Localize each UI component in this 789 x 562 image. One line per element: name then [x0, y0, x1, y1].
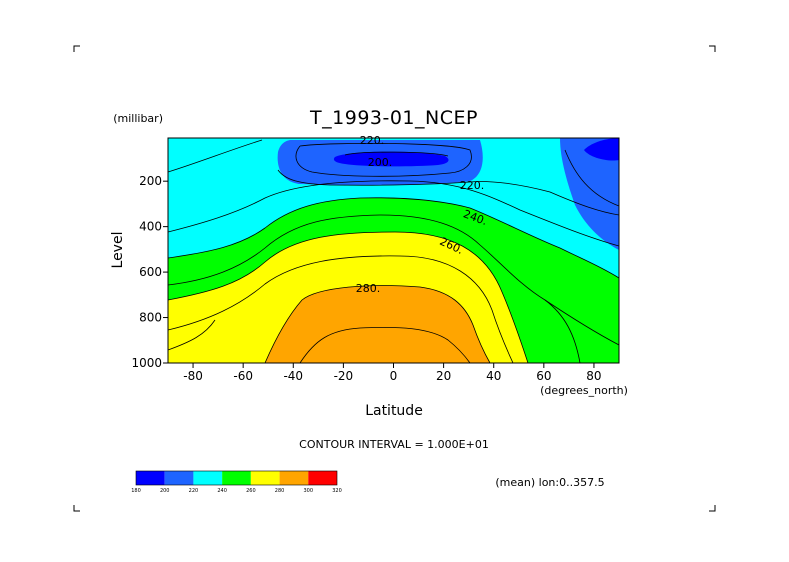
region-180-200	[333, 151, 449, 167]
y-tick-label: 800	[139, 311, 162, 325]
contour-230	[168, 180, 619, 247]
contour-label: 220.	[360, 134, 385, 147]
y-axis: 200 400 600 800 1000	[131, 174, 168, 370]
colorbar-swatch	[279, 471, 309, 485]
contour-interval-note: CONTOUR INTERVAL = 1.000E+01	[299, 438, 489, 451]
colorbar-swatch	[193, 471, 223, 485]
x-tick-label: 60	[536, 369, 551, 383]
x-tick-label: 80	[586, 369, 601, 383]
contour-fills	[168, 138, 619, 363]
colorbar-swatch	[250, 471, 280, 485]
y-axis-title: Level	[110, 232, 126, 269]
colorbar-frame	[135, 470, 338, 486]
colorbar-swatch	[136, 471, 165, 485]
y-unit-label: (millibar)	[113, 112, 163, 125]
contour-270	[168, 255, 514, 363]
x-unit-label: (degrees_north)	[540, 384, 628, 397]
colorbar: 180 200 220 240 260 280 300 320	[131, 470, 342, 494]
contour-east-lower	[544, 299, 581, 363]
contour-240	[168, 197, 619, 279]
contour-210-east	[564, 149, 619, 207]
contour-280	[264, 285, 491, 363]
crop-marks	[73, 45, 716, 512]
x-tick-label: 0	[390, 369, 398, 383]
x-tick-label: -40	[283, 369, 303, 383]
contour-180	[344, 151, 449, 157]
y-tick-label: 200	[139, 174, 162, 188]
x-tick-label: 40	[486, 369, 501, 383]
colorbar-swatch	[164, 471, 194, 485]
contour-250-lower	[168, 319, 216, 351]
contour-label: 280.	[356, 282, 381, 295]
x-tick-label: 20	[436, 369, 451, 383]
contour-label: 200.	[368, 156, 393, 169]
y-tick-label: 400	[139, 220, 162, 234]
x-tick-label: -60	[233, 369, 253, 383]
x-axis: -80 -60 -40 -20 0 20 40 60 80	[183, 363, 602, 383]
contour-200	[295, 142, 472, 177]
colorbar-level-label: 240	[217, 488, 227, 494]
colorbar-swatch	[308, 471, 337, 485]
colorbar-level-label: 320	[332, 488, 342, 494]
colorbar-swatch	[222, 471, 251, 485]
colorbar-level-label: 280	[275, 488, 285, 494]
x-tick-label: -20	[334, 369, 354, 383]
region-280-290	[265, 285, 490, 363]
colorbar-level-label: 300	[304, 488, 314, 494]
contour-290	[299, 326, 471, 363]
region-180-200-east	[584, 138, 619, 161]
x-tick-label: -80	[183, 369, 203, 383]
contour-lines	[168, 139, 619, 363]
contour-label: 220.	[460, 179, 485, 192]
colorbar-level-label: 260	[246, 488, 256, 494]
chart-title: T_1993-01_NCEP	[309, 107, 478, 129]
y-tick-label: 1000	[131, 356, 162, 370]
mean-lon-note: (mean) lon:0..357.5	[495, 476, 604, 489]
y-tick-label: 600	[139, 265, 162, 279]
colorbar-level-label: 200	[160, 488, 170, 494]
x-axis-title: Latitude	[365, 403, 423, 419]
contour-260	[168, 231, 529, 363]
region-200-220-east	[560, 138, 619, 250]
colorbar-level-label: 180	[131, 488, 141, 494]
colorbar-level-label: 220	[189, 488, 199, 494]
